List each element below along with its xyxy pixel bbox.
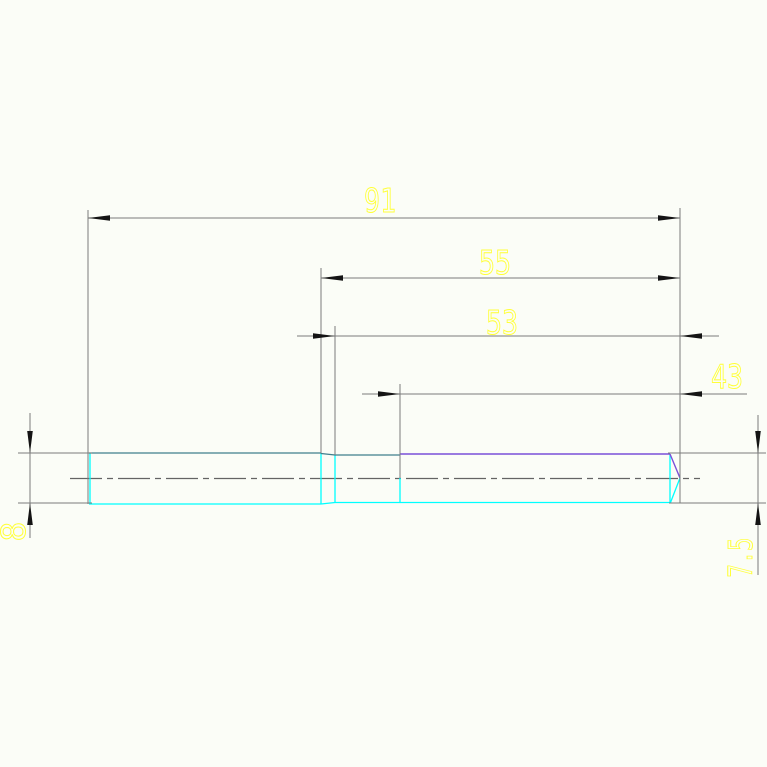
dim-label-43: 43 (711, 357, 743, 396)
arrowhead-55-left (321, 275, 343, 281)
dim-label-7-5: 7.5 (721, 538, 760, 578)
arrowhead-43-right (680, 391, 702, 397)
arrowhead-43-left (378, 391, 400, 397)
arrowhead-53-left (313, 333, 335, 339)
arrowhead-53-right (680, 333, 702, 339)
part-outline-cyan[interactable] (89, 453, 681, 505)
part-top-step (320, 452, 336, 456)
dimension-left-diameter-8[interactable]: 8 (0, 413, 34, 542)
arrowhead-91-left (88, 215, 110, 221)
part-tip-chamfer-bottom (669, 477, 681, 503)
part-outline-dark[interactable] (89, 452, 400, 456)
dimension-right-diameter-7-5[interactable]: 7.5 (721, 415, 761, 578)
part-thread-outline[interactable] (400, 453, 681, 479)
arrowhead-91-right (658, 215, 680, 221)
dim-label-55: 55 (479, 243, 511, 282)
arrowhead-7-5-top (755, 431, 761, 453)
dimension-step-to-end-55[interactable]: 55 (321, 243, 680, 283)
part-bottom-step (320, 501, 336, 505)
arrowhead-55-right (658, 275, 680, 281)
dimension-thread-to-end-43[interactable]: 43 (362, 357, 747, 397)
dimension-groove-to-end-53[interactable]: 53 (297, 303, 719, 343)
arrowhead-8-top (27, 431, 33, 453)
dim-label-8: 8 (0, 522, 33, 542)
dim-label-91: 91 (364, 181, 396, 220)
dim-label-53: 53 (486, 303, 518, 342)
arrowhead-7-5-bottom (755, 503, 761, 525)
dimension-overall-length-91[interactable]: 91 (88, 181, 680, 221)
arrowhead-8-bottom (27, 503, 33, 525)
part-tip-chamfer-top (669, 453, 681, 479)
extension-lines (18, 208, 766, 504)
